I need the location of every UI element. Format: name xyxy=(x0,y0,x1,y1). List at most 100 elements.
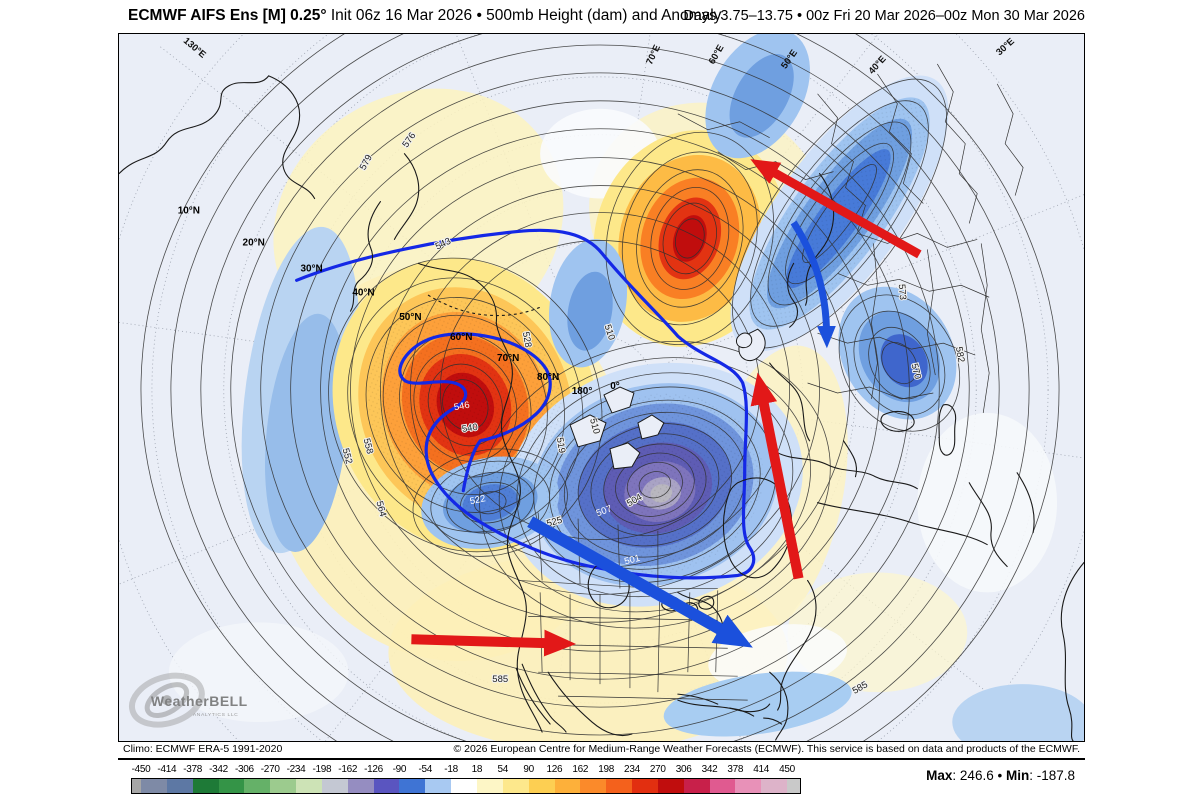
colorbar-segment xyxy=(192,779,219,793)
colorbar-segment xyxy=(632,779,658,793)
maxmin-separator: • xyxy=(993,768,1006,783)
colorbar-segment xyxy=(270,779,297,793)
colorbar-tick-label: -450 xyxy=(131,764,151,775)
colorbar-tick-label: -270 xyxy=(260,764,280,775)
colorbar-tick-label: 342 xyxy=(701,764,718,775)
coastlines xyxy=(119,75,1084,741)
init-info: Init 06z 16 Mar 2026 • 500mb Height (dam… xyxy=(326,7,722,24)
contour-label: 528 xyxy=(520,331,534,348)
contour-label: 552 xyxy=(340,447,355,465)
colorbar-tick-label: -126 xyxy=(364,764,383,775)
colorbar-segment xyxy=(657,779,684,793)
colorbar-segment xyxy=(373,779,400,793)
latitude-label: 50°N xyxy=(399,312,421,323)
colorbar-segment xyxy=(606,779,633,793)
contour-label: 573 xyxy=(896,284,908,301)
colorbar-tick-label: 198 xyxy=(598,764,615,775)
colorbar-segment xyxy=(244,779,271,793)
colorbar-tick-label: -18 xyxy=(444,764,458,775)
contour-label: 564 xyxy=(374,500,389,518)
colorbar-segment xyxy=(399,779,426,793)
colorbar-segment xyxy=(141,779,167,793)
colorbar-segment xyxy=(296,779,322,793)
colorbar-segment xyxy=(218,779,245,793)
logo-text: WeatherBELL xyxy=(151,693,248,709)
latitude-label: 40°N xyxy=(352,287,374,298)
flow-arrow-southwest-us-eastward xyxy=(411,629,577,657)
colorbar-segment xyxy=(787,779,801,793)
colorbar-segment xyxy=(425,779,452,793)
colorbar-tick-label: -342 xyxy=(209,764,228,775)
colorbar-segment xyxy=(683,779,710,793)
colorbar-tick-label: 234 xyxy=(624,764,640,775)
colorbar-tick-label: 378 xyxy=(727,764,744,775)
logo-subtext: ANALYTICS LLC xyxy=(193,712,239,718)
model-name: ECMWF AIFS Ens [M] 0.25° xyxy=(128,7,327,24)
colorbar-segments xyxy=(131,778,801,794)
latitude-label: 70°N xyxy=(497,353,519,364)
logo-eye-icon xyxy=(161,695,172,706)
map-svg: 10°N 20°N 30°N 40°N 50°N 60°N 70°N 80°N 180° 0° 1… xyxy=(119,34,1084,741)
chart-title: ECMWF AIFS Ens [M] 0.25° Init 06z 16 Mar… xyxy=(128,7,721,25)
contour-label: 585 xyxy=(492,674,508,685)
min-value: -187.8 xyxy=(1036,768,1075,783)
flow-arrow-atlantic-northward xyxy=(750,372,804,580)
jet-arrow-north-america-southeast xyxy=(527,516,753,648)
colorbar-segment xyxy=(132,779,141,793)
latitude-labels: 10°N 20°N 30°N 40°N 50°N 60°N 70°N 80°N 180° 0° xyxy=(178,205,620,396)
colorbar-tick-label: -54 xyxy=(418,764,433,775)
colorbar-segment xyxy=(476,779,503,793)
weatherbell-logo: WeatherBELL ANALYTICS LLC xyxy=(129,672,248,728)
latitude-label: 10°N xyxy=(178,205,200,216)
colorbar-segment xyxy=(528,779,555,793)
colorbar-segment xyxy=(761,779,788,793)
colorbar-segment xyxy=(580,779,607,793)
colorbar-tick-label: -234 xyxy=(286,764,306,775)
latitude-label: 0° xyxy=(610,381,620,392)
map-area: 10°N 20°N 30°N 40°N 50°N 60°N 70°N 80°N 180° 0° 1… xyxy=(118,33,1085,742)
contour-label: 582 xyxy=(953,346,967,363)
latitude-label: 30°N xyxy=(300,263,322,274)
jet-arrow-to-northwest-russia xyxy=(750,159,922,259)
max-label: Max xyxy=(926,768,953,783)
colorbar-tick-label: 270 xyxy=(649,764,666,775)
colorbar-tick-label: 414 xyxy=(753,764,770,775)
latitude-label: 80°N xyxy=(537,372,559,383)
colorbar-tick-label: 162 xyxy=(572,764,589,775)
colorbar-tick-label: 306 xyxy=(675,764,692,775)
contour-label: 558 xyxy=(361,437,376,455)
max-min-readout: Max: 246.6 • Min: -187.8 xyxy=(926,768,1075,783)
attribution-bar: Climo: ECMWF ERA-5 1991-2020 © 2026 Euro… xyxy=(118,742,1085,760)
colorbar-tick-label: 18 xyxy=(471,764,483,775)
flow-arrow-scandinavia-southward xyxy=(790,220,836,349)
colorbar-tick-label: -162 xyxy=(338,764,358,775)
colorbar-segment xyxy=(347,779,374,793)
contour-label: 540 xyxy=(461,422,478,435)
colorbar-tick-label: -306 xyxy=(234,764,254,775)
contour-label: 510 xyxy=(587,417,602,435)
valid-range: Days 3.75–13.75 • 00z Fri 20 Mar 2026–00… xyxy=(683,8,1085,24)
contour-label: 507 xyxy=(595,503,614,519)
latitude-label: 180° xyxy=(572,386,593,397)
contour-label: 501 xyxy=(623,553,641,568)
colorbar-tick-label: 126 xyxy=(546,764,563,775)
highlight-contour-540 xyxy=(295,228,756,580)
colorbar-segment xyxy=(502,779,529,793)
colorbar-segment xyxy=(321,779,348,793)
climo-note: Climo: ECMWF ERA-5 1991-2020 xyxy=(123,743,283,755)
latitude-label: 60°N xyxy=(450,332,472,343)
colorbar-labels: -450 -414 -378 -342 -306 -270 -234 -198 -162 -126… xyxy=(131,764,801,777)
colorbar-tick-label: -198 xyxy=(312,764,332,775)
max-value: 246.6 xyxy=(959,768,994,783)
colorbar-segment xyxy=(709,779,736,793)
contour-label: 570 xyxy=(908,362,923,380)
colorbar-segment xyxy=(451,779,477,793)
colorbar-segment xyxy=(166,779,193,793)
colorbar-segment xyxy=(554,779,581,793)
colorbar-tick-label: 450 xyxy=(779,764,795,775)
political-borders xyxy=(518,63,1024,701)
colorbar: -450 -414 -378 -342 -306 -270 -234 -198 -162 -126… xyxy=(131,764,801,794)
title-bar: ECMWF AIFS Ens [M] 0.25° Init 06z 16 Mar… xyxy=(0,0,1202,32)
logo-swirl-icon xyxy=(129,672,205,728)
contour-label: 522 xyxy=(469,493,487,507)
